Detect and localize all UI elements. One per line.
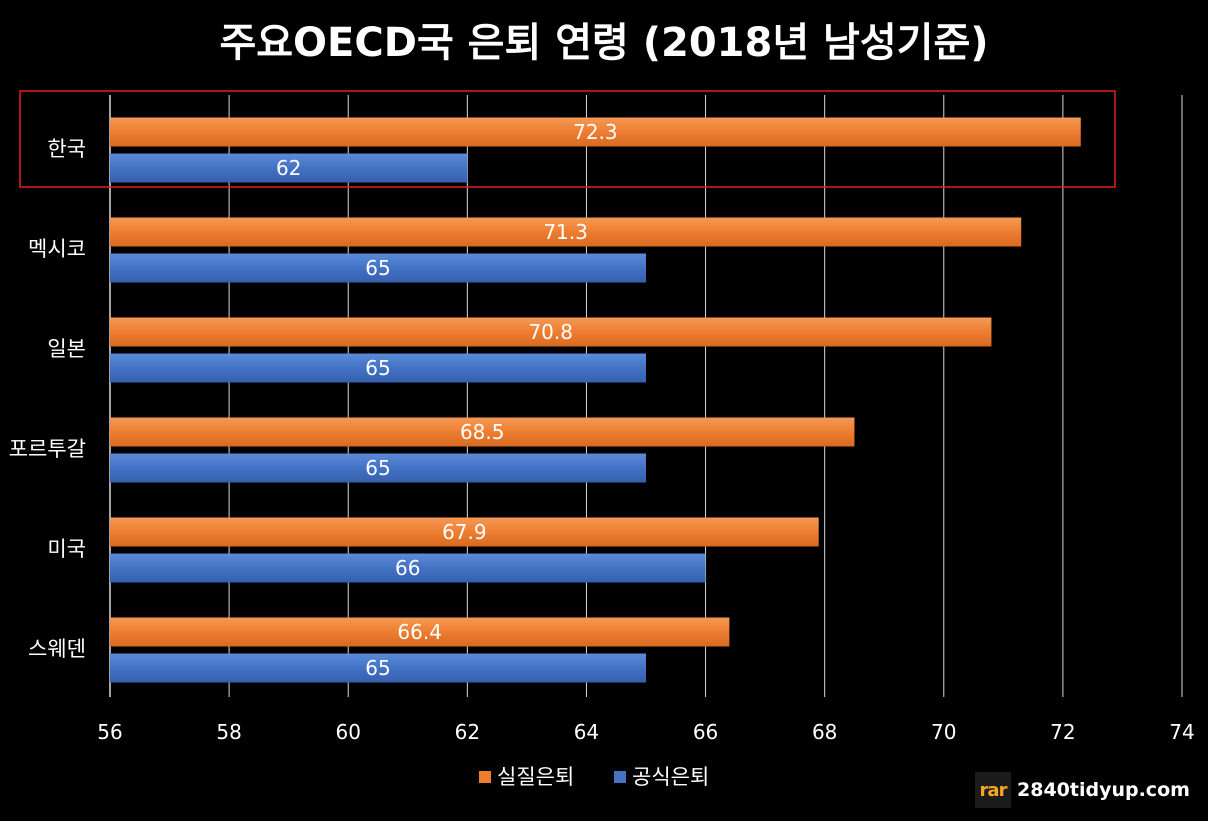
bar-official-retirement (110, 253, 646, 283)
x-tick-label: 72 (1050, 720, 1075, 744)
labels: 56 58 60 62 64 66 68 70 72 74 한국 72.3 62 멕시코 71.3 65 일본 7… (9, 120, 1195, 744)
x-tick-label: 70 (931, 720, 956, 744)
data-label: 65 (365, 356, 390, 380)
legend-swatch (479, 771, 491, 783)
x-tick-label: 58 (216, 720, 241, 744)
data-label: 65 (365, 656, 390, 680)
x-tick-label: 56 (97, 720, 122, 744)
data-label: 65 (365, 456, 390, 480)
data-label: 62 (276, 156, 301, 180)
x-tick-label: 60 (335, 720, 360, 744)
x-tick-label: 64 (574, 720, 599, 744)
category-label: 포르투갈 (9, 437, 86, 461)
bar-official-retirement (110, 553, 706, 583)
bar-actual-retirement (110, 517, 819, 547)
bar-actual-retirement (110, 617, 730, 647)
data-label: 65 (365, 256, 390, 280)
category-label: 미국 (47, 537, 86, 561)
category-label: 일본 (47, 337, 86, 361)
chart-title: 주요OECD국 은퇴 연령 (2018년 남성기준) (219, 20, 989, 66)
data-label: 68.5 (460, 420, 505, 444)
data-label: 66.4 (397, 620, 442, 644)
category-label: 스웨덴 (28, 637, 86, 661)
gridlines (109, 95, 1183, 697)
watermark-site: 2840tidyup.com (1017, 779, 1190, 801)
legend-label: 공식은퇴 (632, 765, 709, 789)
data-label: 71.3 (543, 220, 588, 244)
x-tick-label: 66 (693, 720, 718, 744)
data-label: 66 (395, 556, 420, 580)
category-label: 멕시코 (28, 237, 86, 261)
bars (19, 90, 1116, 683)
watermark: rar 2840tidyup.com (975, 770, 1190, 810)
category-label: 한국 (47, 137, 86, 161)
x-tick-label: 62 (455, 720, 480, 744)
data-label: 70.8 (528, 320, 573, 344)
x-tick-label: 68 (812, 720, 837, 744)
bar-official-retirement (110, 153, 468, 183)
bar-actual-retirement (110, 417, 855, 447)
watermark-logo: rar (975, 772, 1011, 808)
bar-actual-retirement (110, 317, 992, 347)
legend-swatch (614, 771, 626, 783)
bar-official-retirement (110, 353, 646, 383)
data-label: 72.3 (573, 120, 618, 144)
legend: 실질은퇴 공식은퇴 (479, 765, 709, 789)
highlight-box (19, 90, 1116, 188)
x-tick-label: 74 (1169, 720, 1194, 744)
data-label: 67.9 (442, 520, 487, 544)
bar-actual-retirement (110, 217, 1022, 247)
bar-official-retirement (110, 453, 646, 483)
legend-label: 실질은퇴 (497, 765, 574, 789)
bar-actual-retirement (110, 117, 1081, 147)
bar-official-retirement (110, 653, 646, 683)
